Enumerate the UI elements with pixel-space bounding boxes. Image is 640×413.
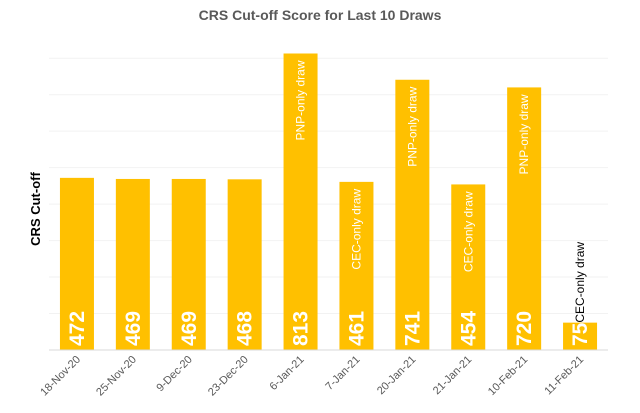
data-label: 741 — [401, 311, 424, 346]
data-label: 461 — [345, 311, 368, 346]
x-tick-label: 11-Feb-21 — [542, 354, 586, 398]
bar — [563, 322, 598, 350]
data-label: 75 — [569, 322, 592, 346]
bar-annotation: CEC-only draw — [461, 191, 475, 272]
data-labels: 472 469 469 468 813 461 741 454 720 75 — [66, 311, 592, 346]
x-tick-label: 10-Feb-21 — [486, 354, 530, 398]
x-tick-label: 7-Jan-21 — [323, 354, 362, 393]
bar-annotations: PNP-only draw CEC-only draw PNP-only draw C… — [294, 60, 588, 322]
bar-annotation: CEC-only draw — [573, 242, 587, 323]
x-tick-label: 20-Jan-21 — [375, 354, 419, 398]
x-tick-label: 18-Nov-20 — [38, 354, 83, 399]
bar — [339, 181, 374, 350]
x-tick-label: 23-Dec-20 — [206, 354, 251, 399]
data-label: 454 — [457, 311, 480, 346]
x-tick-label: 21-Jan-21 — [431, 354, 475, 398]
data-label: 813 — [290, 311, 313, 346]
data-label: 720 — [513, 311, 536, 346]
y-axis-label: CRS Cut-off — [28, 172, 43, 246]
x-tick-label: 25-Nov-20 — [94, 354, 139, 399]
x-tick-label: 6-Jan-21 — [267, 354, 306, 393]
bars — [59, 53, 598, 351]
data-label: 472 — [66, 311, 89, 346]
bar — [395, 79, 430, 351]
bar — [227, 179, 262, 350]
x-axis-ticks: 18-Nov-20 25-Nov-20 9-Dec-20 23-Dec-20 6-Jan… — [38, 354, 586, 399]
bar — [115, 178, 150, 350]
bar-annotation: PNP-only draw — [405, 86, 419, 166]
bar — [283, 53, 318, 351]
bar-annotation: PNP-only draw — [294, 60, 308, 140]
bar-annotation: CEC-only draw — [349, 189, 363, 270]
bar — [59, 177, 94, 350]
bar — [451, 184, 486, 350]
data-label: 469 — [122, 311, 145, 346]
bar-annotation: PNP-only draw — [517, 94, 531, 174]
data-label: 468 — [234, 311, 257, 346]
data-label: 469 — [178, 311, 201, 346]
x-tick-label: 9-Dec-20 — [154, 354, 194, 394]
bar — [507, 87, 542, 350]
bar — [171, 178, 206, 350]
chart-title: CRS Cut-off Score for Last 10 Draws — [199, 7, 442, 23]
